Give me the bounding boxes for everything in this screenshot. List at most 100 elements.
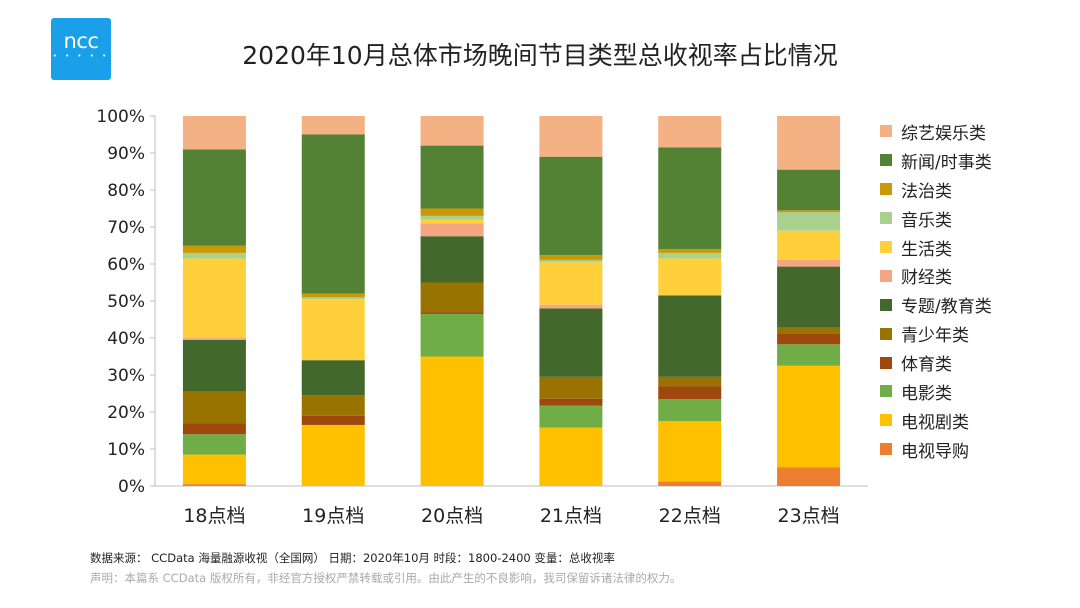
legend-label: 专题/教育类 [901,297,992,318]
bar-segment [301,395,365,416]
x-tick-label: 20点档 [421,505,483,527]
legend-label: 法治类 [901,181,952,202]
y-tick-label: 90% [107,144,145,164]
y-tick-label: 20% [107,403,145,423]
bar-segment [777,212,841,231]
y-tick-label: 80% [107,181,145,201]
bar-segment [301,297,365,300]
legend-item: 生活类 [880,233,992,262]
legend-swatch [880,212,892,225]
bar-segment [658,116,722,148]
bar-segment [658,481,722,486]
ncc-logo: ncc • • • • • [51,18,111,80]
legend-swatch [880,385,892,398]
legend-label: 体育类 [901,355,952,376]
bar-segment [777,467,841,486]
data-source-note: 数据来源： CCData 海量融源收视（全国网） 日期：2020年10月 时段：… [90,551,615,565]
y-tick-label: 100% [96,107,145,127]
bar-segment [539,259,603,263]
legend-item: 新闻/时事类 [880,146,992,175]
bar-segment [301,116,365,135]
bar-segment [777,327,841,334]
bar-segment [182,423,246,435]
bar-segment [182,391,246,424]
y-tick-label: 60% [107,255,145,275]
bar-segment [539,427,603,486]
logo-text: ncc [63,29,99,53]
bar-segment [539,304,603,309]
legend-swatch [880,125,892,138]
bar-segment [777,259,841,267]
bar-segment [658,249,722,253]
legend-label: 电视导购 [901,441,969,462]
y-tick-label: 10% [107,440,145,460]
bar-segment [420,145,484,209]
bar-segment [777,333,841,345]
bar-segment [777,169,841,211]
bar-segment [301,360,365,396]
legend-item: 青少年类 [880,319,992,348]
legend-item: 电影类 [880,377,992,406]
legend-item: 电视导购 [880,435,992,464]
bar-segment [777,344,841,366]
bar-segment [539,405,603,428]
bar-segment [182,339,246,392]
legend-swatch [880,269,892,282]
legend-swatch [880,443,892,456]
bar-segment [658,376,722,387]
bar-segment [777,230,841,260]
bar-segment [182,454,246,485]
logo-dots: • • • • • [52,52,110,60]
bar-segment [301,415,365,425]
bar-segment [301,293,365,298]
bar-segment [777,266,841,328]
chart-title: 2020年10月总体市场晚间节目类型总收视率占比情况 [242,41,838,70]
legend-item: 法治类 [880,175,992,204]
legend-label: 青少年类 [901,326,969,347]
legend-label: 电视剧类 [901,412,969,433]
bar-segment [658,386,722,400]
legend-swatch [880,414,892,427]
x-tick-label: 21点档 [540,505,602,527]
bar-segment [777,116,841,170]
copyright-notice: 声明：本篇系 CCData 版权所有，非经官方授权严禁转载或引用。由此产生的不良… [90,571,682,585]
bar-segment [658,252,722,259]
bar-segment [658,421,722,482]
x-tick-label: 22点档 [659,505,721,527]
bar-segment [301,424,365,486]
y-tick-label: 0% [118,477,145,497]
bar-segment [420,116,484,146]
bar-segment [539,262,603,305]
bar-segment [420,219,484,224]
bar-segment [777,210,841,213]
bar-segment [420,236,484,283]
legend-swatch [880,298,892,311]
bar-segment [301,299,365,361]
legend-swatch [880,183,892,196]
bar-segment [182,338,246,340]
bar-segment [182,434,246,455]
y-tick-label: 30% [107,366,145,386]
legend-item: 电视剧类 [880,406,992,435]
y-tick-label: 40% [107,329,145,349]
x-tick-label: 19点档 [302,505,364,527]
bar-segment [539,376,603,399]
legend-item: 财经类 [880,261,992,290]
bar-segment [182,484,246,486]
bar-segment [182,245,246,253]
bar-segment [539,308,603,377]
bar-segment [420,312,484,314]
legend-label: 生活类 [901,239,952,260]
bar-segment [658,258,722,296]
bar-segment [182,252,246,259]
legend-label: 电影类 [901,383,952,404]
legend-swatch [880,241,892,253]
bar-segment [420,313,484,357]
legend-item: 专题/教育类 [880,290,992,319]
bar-segment [182,149,246,246]
x-tick-label: 18点档 [183,505,245,527]
bar-segment [539,255,603,260]
legend-swatch [880,356,892,369]
legend-swatch [880,154,892,167]
